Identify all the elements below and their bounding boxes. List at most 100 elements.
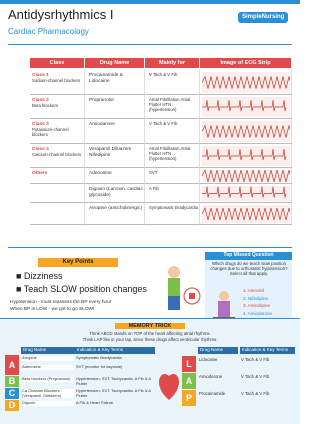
use-cell: V Tach & V Fib [145, 119, 200, 144]
memory-right: Drug Name Indication & Key Terms L Lidocain… [182, 347, 295, 407]
drug-cell: Procainamide & Lidocaine [85, 70, 145, 95]
ecg-trace [202, 148, 287, 161]
key-points-title: Key Points [38, 258, 118, 267]
drug-cell: Adenosine [85, 168, 145, 184]
indication: V Tach & V Fib [149, 121, 178, 126]
bullet: ■ Dizziness [16, 271, 63, 281]
option: 3. Amlodipine [243, 303, 271, 308]
class-note: Calcium-channel blockers [32, 152, 82, 157]
ecg-strip [202, 170, 290, 182]
ecg-strip [202, 72, 290, 93]
memory-left: Drug Name Indication & Key Terms A Atropine… [5, 347, 155, 424]
ecg-strip [202, 121, 290, 142]
ecg-strip [202, 97, 290, 117]
class-note: Potassium-channel blockers [32, 127, 69, 137]
letter: P [182, 390, 196, 406]
drug-name: Procainamide [199, 391, 226, 396]
indication: Atrial Fibrillation Atrial Flutter HTN (… [149, 97, 191, 112]
memory-section: MEMORY TRICK Think ABCD stands on TOP of… [0, 318, 300, 424]
brand: SimpleNursing [238, 12, 289, 23]
ecg-strip [202, 146, 290, 166]
letter: L [182, 356, 196, 372]
use-cell: SVT [145, 168, 200, 184]
illustration [168, 266, 201, 310]
class-cell: Class 2 Beta blockers [30, 95, 85, 119]
note: When BP is LOW - we got to go SLOW! [10, 307, 95, 312]
divider [8, 247, 292, 248]
drug-table: Class Drug Name Mainly for Image of ECG Str… [30, 58, 292, 228]
column-header: Mainly for [145, 58, 199, 68]
memory-title: MEMORY TRICK [115, 323, 185, 330]
ecg-trace [202, 124, 290, 138]
memory-line: Think ABCD stands on TOP of the heart af… [89, 331, 211, 336]
option: 2. Nifedipine [243, 295, 269, 301]
indication: SVT [149, 170, 158, 175]
drug-name: Procainamide & Lidocaine [89, 73, 123, 84]
drug-name: Atropine (anticholinergic) [89, 206, 143, 211]
indication: Hypertension, SVT, Tachycardia, A Fib & … [76, 376, 151, 386]
ecg-trace [202, 170, 290, 182]
bullet-text: Dizziness [23, 271, 63, 281]
subtitle: Cardiac Pharmacology [8, 27, 89, 36]
class-cell [30, 203, 85, 225]
class-note: Sodium-channel blockers [32, 78, 81, 83]
class-name: Class 3 [32, 122, 49, 127]
class-cell: Others [30, 168, 85, 184]
question-title: Top Missed Question [205, 252, 292, 260]
letter: B [5, 376, 19, 387]
class-note: Beta blockers [32, 103, 59, 108]
class-name: Others [32, 171, 48, 176]
indication: V Tach & V Fib [149, 72, 178, 77]
indication: Atrial Fibrillation Atrial Flutter HTN (… [149, 146, 191, 161]
column-header: Image of ECG Strip [200, 58, 291, 68]
drug-name: Ca Channel Blockers (Verapamil, Diltiaze… [22, 388, 74, 399]
drug-cell: Verapamil Diltiazem Nifedipine [85, 144, 145, 168]
ecg-cell [200, 184, 292, 203]
class-cell: Class 1 Sodium-channel blockers [30, 70, 85, 95]
option: 4. Amiodarone [243, 310, 273, 316]
class-cell [30, 184, 85, 203]
key-points: Key Points ■ Dizziness ■ Teach SLOW posi… [10, 256, 160, 316]
drug-name: Verapamil Diltiazem Nifedipine [89, 147, 132, 158]
ecg-cell [200, 95, 292, 119]
title: Antidysrhythmics I [8, 7, 114, 22]
ecg-trace [202, 99, 287, 112]
memory-line: Think LAP like in your lap, since these … [82, 337, 218, 342]
drug-cell: Digoxin (Lanoxin, cardiac glycoside) [85, 184, 145, 203]
letter: A [5, 355, 19, 375]
bullet: ■ Teach SLOW position changes [16, 284, 147, 294]
ecg-cell [200, 203, 292, 225]
class-cell: Class 4 Calcium-channel blockers [30, 144, 85, 168]
ecg-cell [200, 70, 292, 95]
class-name: Class 1 [32, 73, 49, 78]
use-cell: A Fib [145, 184, 200, 203]
drug-name: Digoxin (Lanoxin, cardiac glycoside) [89, 187, 143, 198]
drug-name: Amiodarone [89, 122, 115, 127]
drug-cell: Propranolol [85, 95, 145, 119]
heart-icon [159, 374, 179, 400]
ecg-cell [200, 144, 292, 168]
divider [8, 44, 292, 45]
indication: Symptomatic Bradycardia [76, 355, 122, 360]
letter: A [182, 373, 196, 389]
drug-name: Adenosine [89, 171, 112, 176]
ecg-strip [202, 205, 290, 223]
letter: C [5, 388, 19, 399]
indication: SVT (monitor for asystole) [76, 364, 123, 369]
drug-name: Digoxin [22, 400, 74, 406]
drug-name: Amiodarone [199, 374, 223, 379]
ecg-trace [202, 75, 290, 89]
class-name: Class 4 [32, 147, 49, 152]
page: Antidysrhythmics I Cardiac Pharmacology … [0, 0, 300, 424]
drug-name: Adenosine [22, 364, 74, 370]
indication: A Fib [149, 186, 159, 191]
question-text: Which drugs do we teach slow position ch… [210, 261, 288, 276]
column-header: Indication & Key Terms [240, 347, 295, 354]
use-cell: Atrial Fibrillation Atrial Flutter HTN (… [145, 144, 200, 168]
class-cell: Class 3 Potassium-channel blockers [30, 119, 85, 144]
top-bar [0, 0, 300, 4]
note: Hypotension - must reassess the BP every… [10, 300, 112, 305]
ecg-trace [202, 186, 287, 198]
bullet-text: Teach SLOW position changes [23, 284, 147, 294]
use-cell: Atrial Fibrillation Atrial Flutter HTN (… [145, 95, 200, 119]
